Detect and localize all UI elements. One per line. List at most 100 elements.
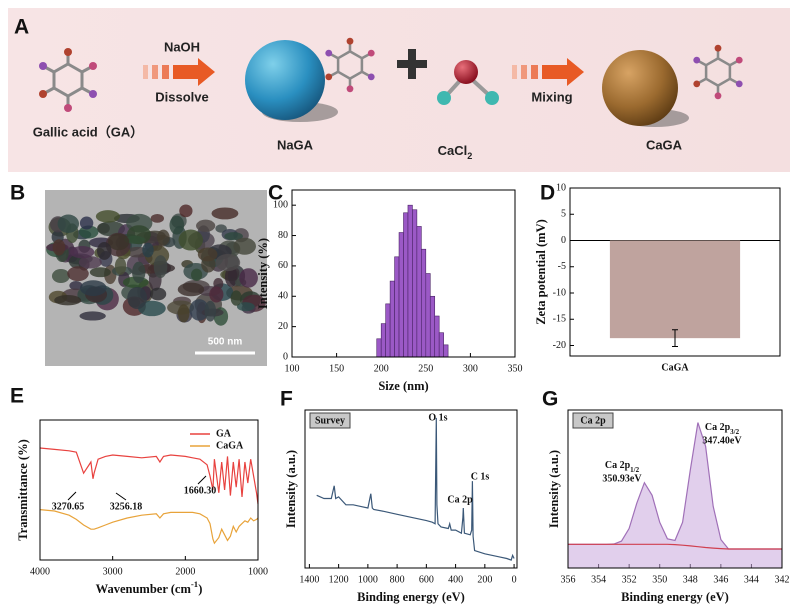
x-axis-label: Binding energy (eV) (357, 590, 465, 604)
scheme-text: NaOH (164, 39, 200, 54)
histogram-bar (438, 332, 444, 358)
bar (609, 240, 741, 339)
panel-label: B (10, 182, 25, 205)
y-axis-label: Zeta potential (mV) (534, 219, 548, 325)
x-tick-label: 1200 (329, 574, 349, 585)
line (39, 447, 259, 505)
histogram-bar (425, 273, 431, 358)
annotation: C 1s (471, 471, 490, 482)
x-tick-label: 354 (591, 574, 606, 585)
panel-tag-box (572, 412, 614, 429)
panel-label: G (542, 388, 558, 411)
x-tick-label: 400 (448, 574, 463, 585)
y-axis-label: Intensity (a.u.) (547, 450, 561, 528)
tem-particle (69, 281, 83, 291)
x-tick-label: 800 (390, 574, 405, 585)
tem-particle (209, 286, 224, 303)
scheme-text: NaGA (277, 137, 314, 152)
x-axis-label: Binding energy (eV) (621, 590, 729, 604)
x-tick-label: 352 (622, 574, 637, 585)
tem-particle (239, 268, 258, 288)
tem-particle (215, 253, 241, 272)
x-tick-label: 1400 (299, 574, 319, 585)
peak-area (568, 422, 782, 568)
tem-particle (79, 280, 107, 296)
tem-particle (196, 219, 216, 232)
x-tick-label: 250 (418, 363, 433, 374)
x-tick-label: 348 (683, 574, 698, 585)
histogram-bar (407, 204, 413, 358)
error-bar (672, 329, 678, 348)
annotation-part: Ca 2p (605, 460, 631, 471)
histogram-bar (380, 323, 386, 358)
x-tick-label: 0 (512, 574, 517, 585)
histogram-bar (412, 209, 418, 358)
line (568, 543, 782, 550)
tem-particle (233, 237, 256, 255)
line (39, 509, 259, 545)
tem-particle (224, 232, 243, 241)
tem-particle (177, 304, 190, 323)
y-tick-label: -20 (553, 340, 566, 351)
tem-particle (79, 216, 94, 230)
scale-bar-label: 500 nm (208, 337, 243, 348)
annotation: 3256.18 (110, 501, 143, 512)
tem-particle (89, 267, 111, 278)
tem-particles (46, 204, 266, 326)
annotation: Ca 2p (447, 494, 473, 505)
x-tick-label: 350 (652, 574, 667, 585)
panel-tag: Survey (315, 415, 345, 426)
tem-particle (169, 215, 185, 235)
annotation: Ca 2p3/2 (705, 422, 740, 435)
panel-label: F (280, 388, 293, 411)
panel-label: A (14, 16, 29, 39)
histogram-bar (394, 256, 400, 358)
tem-particle (54, 295, 82, 306)
scheme-text: CaGA (646, 137, 683, 152)
tem-particle (204, 300, 217, 322)
naga-sphere (245, 40, 325, 120)
tem-particle (179, 204, 193, 218)
y-tick-label: 0 (283, 351, 288, 362)
tem-particle (78, 256, 102, 269)
tem-particle (132, 261, 146, 284)
y-tick-label: 20 (278, 321, 288, 332)
y-tick-label: -15 (553, 314, 566, 325)
legend-label: GA (216, 428, 232, 439)
tem-particle (67, 266, 89, 282)
y-axis-label: Intensity (a.u.) (284, 450, 298, 528)
x-axis-label: Size (nm) (378, 379, 428, 393)
y-tick-label: 0 (561, 235, 566, 246)
scheme-text: CaCl2 (438, 143, 473, 161)
plot-frame (39, 419, 259, 561)
scheme-text-part: CaCl (438, 143, 468, 158)
plot-frame (291, 189, 516, 358)
y-axis-label: Transmittance (%) (16, 439, 30, 540)
histogram-bar (389, 280, 395, 358)
cacl2-molecule (437, 60, 499, 105)
tem-particle (51, 269, 70, 284)
histogram-bar (403, 212, 409, 358)
x-tick-label: 600 (419, 574, 434, 585)
tem-particle (157, 229, 170, 246)
y-tick-label: 40 (278, 291, 288, 302)
x-tick-label: 2000 (175, 566, 195, 577)
scheme-text: Mixing (531, 89, 572, 104)
tem-particle (95, 210, 121, 223)
y-tick-label: -5 (558, 261, 566, 272)
y-tick-label: 10 (556, 182, 566, 193)
tem-particle (211, 207, 239, 220)
x-tick-label: 100 (285, 363, 300, 374)
x-tick-label: 346 (713, 574, 728, 585)
tem-particle (97, 222, 110, 234)
x-tick-label: 3000 (103, 566, 123, 577)
tem-particle (178, 229, 203, 251)
histogram-bar (443, 344, 449, 358)
x-tick-label: 1000 (358, 574, 378, 585)
tem-particle (114, 257, 127, 275)
x-tick-label: 356 (561, 574, 576, 585)
x-axis-label-sup: -1 (191, 579, 198, 589)
annotation: Ca 2p1/2 (605, 460, 640, 473)
tem-particle (96, 241, 112, 260)
